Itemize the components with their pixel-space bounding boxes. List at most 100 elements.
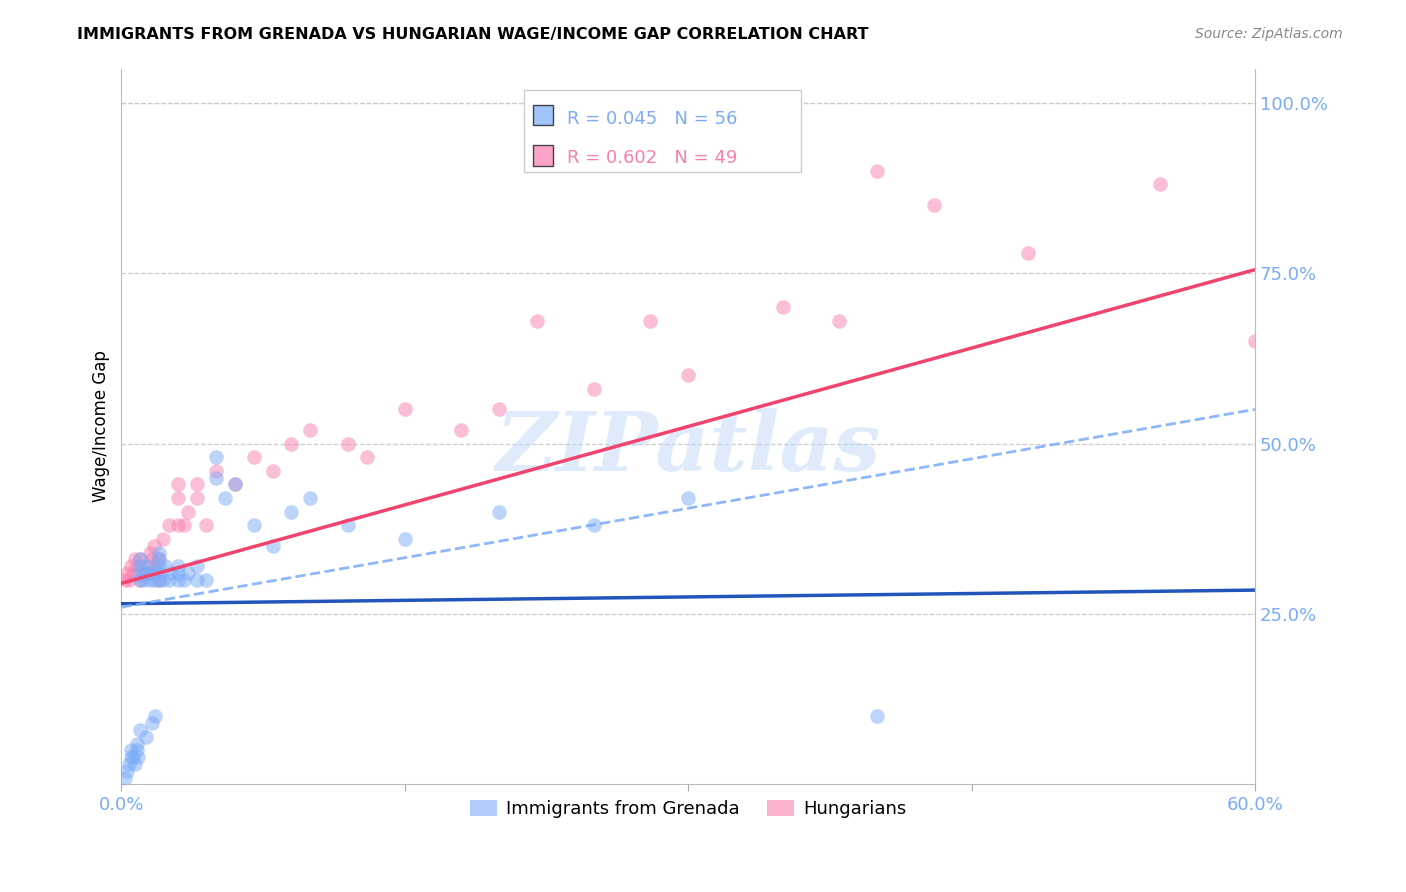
Point bbox=[139, 566, 162, 580]
Point bbox=[129, 573, 152, 587]
Point bbox=[167, 573, 190, 587]
Point bbox=[125, 737, 148, 751]
Point bbox=[148, 573, 170, 587]
Point bbox=[142, 539, 165, 553]
Point bbox=[129, 559, 152, 574]
Point bbox=[159, 566, 181, 580]
Point bbox=[141, 716, 163, 731]
Point bbox=[157, 573, 180, 587]
Point bbox=[152, 573, 174, 587]
Point bbox=[114, 573, 136, 587]
Point bbox=[135, 566, 157, 580]
Point bbox=[526, 314, 548, 328]
Point bbox=[132, 566, 155, 580]
Point bbox=[125, 743, 148, 757]
Point bbox=[488, 402, 510, 417]
Point bbox=[173, 518, 195, 533]
Point bbox=[157, 518, 180, 533]
Point bbox=[145, 559, 167, 574]
Point bbox=[280, 505, 302, 519]
FancyBboxPatch shape bbox=[524, 90, 801, 172]
Point bbox=[280, 436, 302, 450]
Point bbox=[676, 491, 699, 505]
Point bbox=[129, 566, 152, 580]
Point bbox=[450, 423, 472, 437]
Point bbox=[139, 573, 162, 587]
Point bbox=[186, 573, 208, 587]
Point bbox=[1017, 245, 1039, 260]
Point bbox=[176, 566, 198, 580]
Point bbox=[115, 764, 138, 778]
Point bbox=[173, 573, 195, 587]
Point bbox=[148, 573, 170, 587]
Point bbox=[141, 552, 163, 566]
Point bbox=[129, 552, 152, 566]
Point bbox=[148, 546, 170, 560]
Point bbox=[582, 518, 605, 533]
Point bbox=[167, 518, 190, 533]
Text: R = 0.602   N = 49: R = 0.602 N = 49 bbox=[567, 148, 737, 167]
Point bbox=[145, 566, 167, 580]
Point bbox=[582, 382, 605, 396]
Point bbox=[120, 743, 142, 757]
Point bbox=[337, 518, 360, 533]
Point bbox=[120, 559, 142, 574]
Point bbox=[167, 491, 190, 505]
Point bbox=[242, 450, 264, 465]
Point bbox=[142, 573, 165, 587]
Point bbox=[299, 491, 322, 505]
Point bbox=[1244, 334, 1267, 349]
Point bbox=[676, 368, 699, 383]
Point bbox=[262, 539, 284, 553]
Point bbox=[394, 402, 416, 417]
Point bbox=[124, 756, 146, 771]
Point bbox=[145, 709, 167, 723]
Point bbox=[167, 477, 190, 491]
Point bbox=[129, 723, 152, 737]
Text: Source: ZipAtlas.com: Source: ZipAtlas.com bbox=[1195, 27, 1343, 41]
Point bbox=[488, 505, 510, 519]
Point bbox=[121, 566, 143, 580]
Point bbox=[1149, 178, 1171, 192]
Point bbox=[186, 559, 208, 574]
Point bbox=[129, 552, 152, 566]
Point bbox=[118, 573, 141, 587]
Point bbox=[195, 518, 218, 533]
Point bbox=[205, 464, 228, 478]
Point bbox=[153, 559, 176, 574]
Point bbox=[132, 573, 155, 587]
Legend: Immigrants from Grenada, Hungarians: Immigrants from Grenada, Hungarians bbox=[463, 793, 914, 825]
Point bbox=[176, 505, 198, 519]
Point bbox=[135, 559, 157, 574]
Point bbox=[195, 573, 218, 587]
Point bbox=[167, 559, 190, 574]
Point bbox=[118, 756, 141, 771]
Point bbox=[121, 750, 143, 764]
Y-axis label: Wage/Income Gap: Wage/Income Gap bbox=[93, 351, 110, 502]
Point bbox=[337, 436, 360, 450]
Point bbox=[214, 491, 236, 505]
Point bbox=[205, 470, 228, 484]
Point bbox=[640, 314, 662, 328]
Point bbox=[136, 559, 159, 574]
Text: IMMIGRANTS FROM GRENADA VS HUNGARIAN WAGE/INCOME GAP CORRELATION CHART: IMMIGRANTS FROM GRENADA VS HUNGARIAN WAG… bbox=[77, 27, 869, 42]
Point bbox=[114, 771, 136, 785]
Point bbox=[186, 491, 208, 505]
Point bbox=[148, 552, 170, 566]
Point bbox=[828, 314, 851, 328]
Point bbox=[205, 450, 228, 465]
Point bbox=[262, 464, 284, 478]
Point bbox=[866, 709, 889, 723]
Point bbox=[139, 546, 162, 560]
FancyBboxPatch shape bbox=[533, 105, 554, 126]
Point bbox=[356, 450, 378, 465]
Text: ZIPatlas: ZIPatlas bbox=[495, 408, 882, 488]
Point bbox=[127, 750, 149, 764]
Point bbox=[115, 566, 138, 580]
Point bbox=[224, 477, 246, 491]
Point bbox=[135, 730, 157, 744]
Point bbox=[152, 532, 174, 546]
Point bbox=[148, 566, 170, 580]
Point bbox=[148, 559, 170, 574]
Point bbox=[394, 532, 416, 546]
